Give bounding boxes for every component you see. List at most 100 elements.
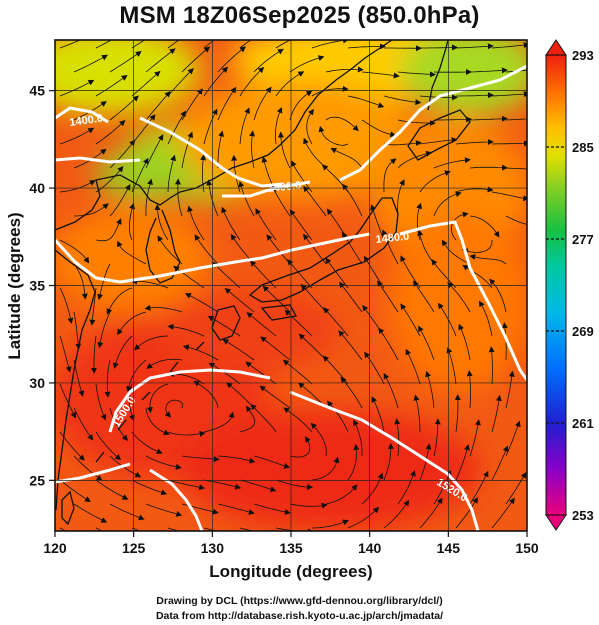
streamline: [203, 411, 235, 433]
streamline: [488, 346, 495, 385]
streamline: [206, 179, 219, 217]
streamline: [287, 259, 313, 289]
streamline: [253, 86, 272, 121]
streamline: [455, 186, 494, 193]
streamline: [193, 381, 219, 409]
colorbar-tick-label: 261: [572, 416, 594, 431]
streamline: [303, 185, 327, 217]
streamline: [185, 293, 219, 313]
streamline: [397, 179, 405, 217]
streamline: [145, 455, 182, 470]
streamline: [131, 157, 149, 193]
credits: Drawing by DCL (https://www.gfd-dennou.o…: [0, 594, 599, 624]
streamline: [167, 527, 180, 531]
coast-taiwan: [61, 490, 75, 526]
streamline: [157, 235, 183, 265]
streamline: [397, 150, 433, 169]
streamline: [455, 444, 470, 481]
streamline: [73, 54, 108, 73]
streamline: [330, 147, 363, 169]
streamline: [469, 254, 507, 265]
streamline: [397, 119, 436, 127]
streamline: [167, 40, 180, 49]
streamline: [491, 191, 527, 202]
streamline: [454, 394, 461, 433]
streamline: [117, 311, 147, 336]
contour-1500: [108, 368, 480, 531]
streamline: [167, 110, 186, 145]
streamline: [419, 137, 458, 145]
streamline: [425, 370, 435, 409]
streamline: [221, 206, 241, 241]
streamline: [371, 396, 385, 433]
streamline: [433, 157, 471, 169]
streamline: [311, 456, 340, 481]
streamline: [342, 183, 363, 217]
streamline: [239, 40, 252, 49]
contour-label: 1480.0: [375, 231, 410, 246]
streamline: [383, 158, 397, 193]
x-axis-label: Longitude (degrees): [209, 562, 372, 581]
streamline: [131, 479, 168, 496]
streamline: [203, 40, 215, 49]
streamline: [73, 263, 88, 300]
streamline: [491, 42, 527, 49]
credits-data: Data from http://database.rish.kyoto-u.a…: [155, 610, 444, 622]
streamline: [59, 79, 95, 97]
streamline: [300, 283, 327, 313]
streamline: [260, 336, 291, 361]
streamline: [203, 108, 218, 145]
streamline: [491, 445, 509, 481]
streamline: [417, 229, 435, 265]
streamline: [347, 506, 380, 529]
streamline: [469, 115, 508, 122]
streamline: [59, 287, 74, 325]
streamline: [164, 399, 184, 418]
streamline: [501, 322, 508, 361]
streamline: [146, 358, 183, 369]
streamline: [109, 184, 131, 217]
coast-sakhalin: [427, 40, 449, 111]
streamline: [117, 240, 147, 265]
streamline: [239, 479, 277, 493]
colorbar-bottom-arrow: [545, 514, 567, 531]
streamline: [250, 404, 277, 433]
streamline: [59, 431, 85, 461]
y-tick-label: 40: [29, 180, 45, 196]
streamline: [73, 359, 85, 397]
streamline: [505, 69, 527, 73]
streamline: [420, 44, 458, 51]
streamline: [347, 43, 386, 50]
streamline: [361, 71, 400, 79]
streamline: [194, 234, 219, 265]
streamline: [173, 265, 205, 289]
streamline: [131, 40, 146, 49]
streamline: [400, 303, 421, 337]
streamline: [167, 154, 177, 193]
streamline: [167, 479, 206, 491]
streamline: [109, 503, 145, 521]
streamline: [383, 95, 422, 106]
streamline: [109, 407, 129, 442]
streamline: [491, 140, 527, 147]
streamline: [145, 178, 153, 217]
streamline: [275, 479, 314, 490]
streamline: [259, 385, 291, 409]
streamline: [255, 208, 277, 241]
streamline: [253, 503, 291, 515]
coast-china: [55, 249, 96, 511]
streamline: [238, 180, 255, 217]
streamline: [469, 164, 508, 171]
streamline: [433, 418, 441, 457]
streamline: [289, 90, 313, 121]
streamline: [217, 455, 256, 464]
streamline: [145, 48, 176, 73]
streamline: [253, 455, 291, 469]
streamline: [226, 382, 255, 409]
streamline: [489, 278, 507, 313]
streamline: [167, 323, 205, 337]
streamline: [131, 114, 156, 145]
temperature-field: [55, 40, 527, 531]
streamline: [311, 519, 349, 529]
coast-ryukyu: [95, 341, 205, 463]
